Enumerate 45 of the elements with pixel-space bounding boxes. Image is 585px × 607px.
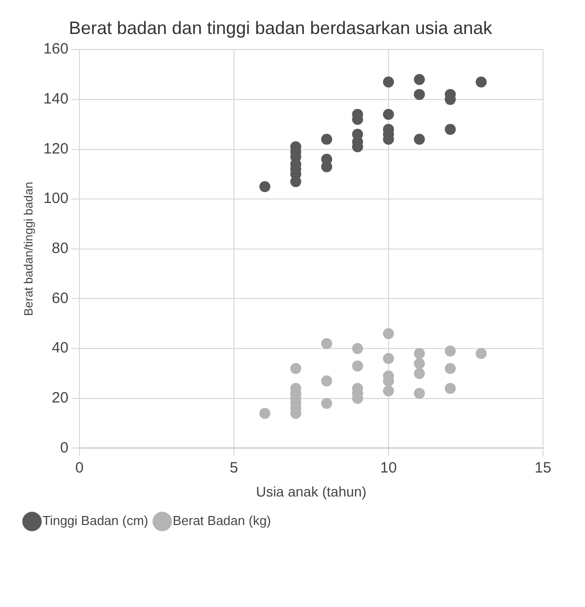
point: [382, 328, 394, 340]
point: [259, 181, 270, 192]
point: [414, 358, 425, 369]
point: [444, 124, 456, 135]
legend-label: Tinggi Badan (cm): [42, 513, 148, 528]
x-tick-label: 15: [534, 459, 552, 476]
point: [290, 362, 302, 374]
point: [444, 382, 456, 394]
point: [382, 108, 394, 120]
point: [352, 360, 364, 372]
point: [382, 76, 394, 88]
y-tick-label: 160: [43, 40, 68, 58]
point: [321, 134, 332, 145]
x-tick-label: 10: [380, 459, 397, 476]
y-tick-label: 0: [60, 439, 68, 456]
x-tick-label: 0: [75, 459, 84, 476]
y-tick-label: 100: [43, 190, 68, 208]
point: [476, 348, 487, 360]
point: [321, 375, 332, 386]
y-tick-label: 60: [52, 290, 68, 307]
point: [414, 88, 425, 100]
point: [444, 346, 456, 357]
point: [259, 408, 270, 419]
point: [352, 343, 364, 354]
chart-title: Berat badan dan tinggi badan berdasarkan usia anak: [68, 18, 494, 38]
point: [476, 76, 487, 88]
point: [321, 398, 332, 409]
y-tick-label: 140: [43, 90, 68, 108]
y-tick-label: 40: [52, 340, 68, 357]
x-tick-label: 5: [230, 459, 238, 476]
point: [321, 338, 332, 350]
y-tick-label: 80: [52, 240, 68, 258]
point: [414, 134, 425, 145]
point: [414, 348, 425, 360]
x-axis-title: Usia anak (tahun): [256, 483, 366, 500]
point: [414, 368, 425, 379]
point: [382, 385, 394, 396]
point: [414, 388, 425, 399]
point: [414, 74, 425, 85]
y-axis-title: Berat badan/tinggi badan: [22, 182, 36, 316]
y-tick-label: 20: [52, 390, 68, 407]
point: [382, 353, 394, 364]
point: [444, 362, 456, 374]
y-tick-label: 120: [43, 140, 68, 158]
legend-label: Berat Badan (kg): [172, 513, 272, 528]
